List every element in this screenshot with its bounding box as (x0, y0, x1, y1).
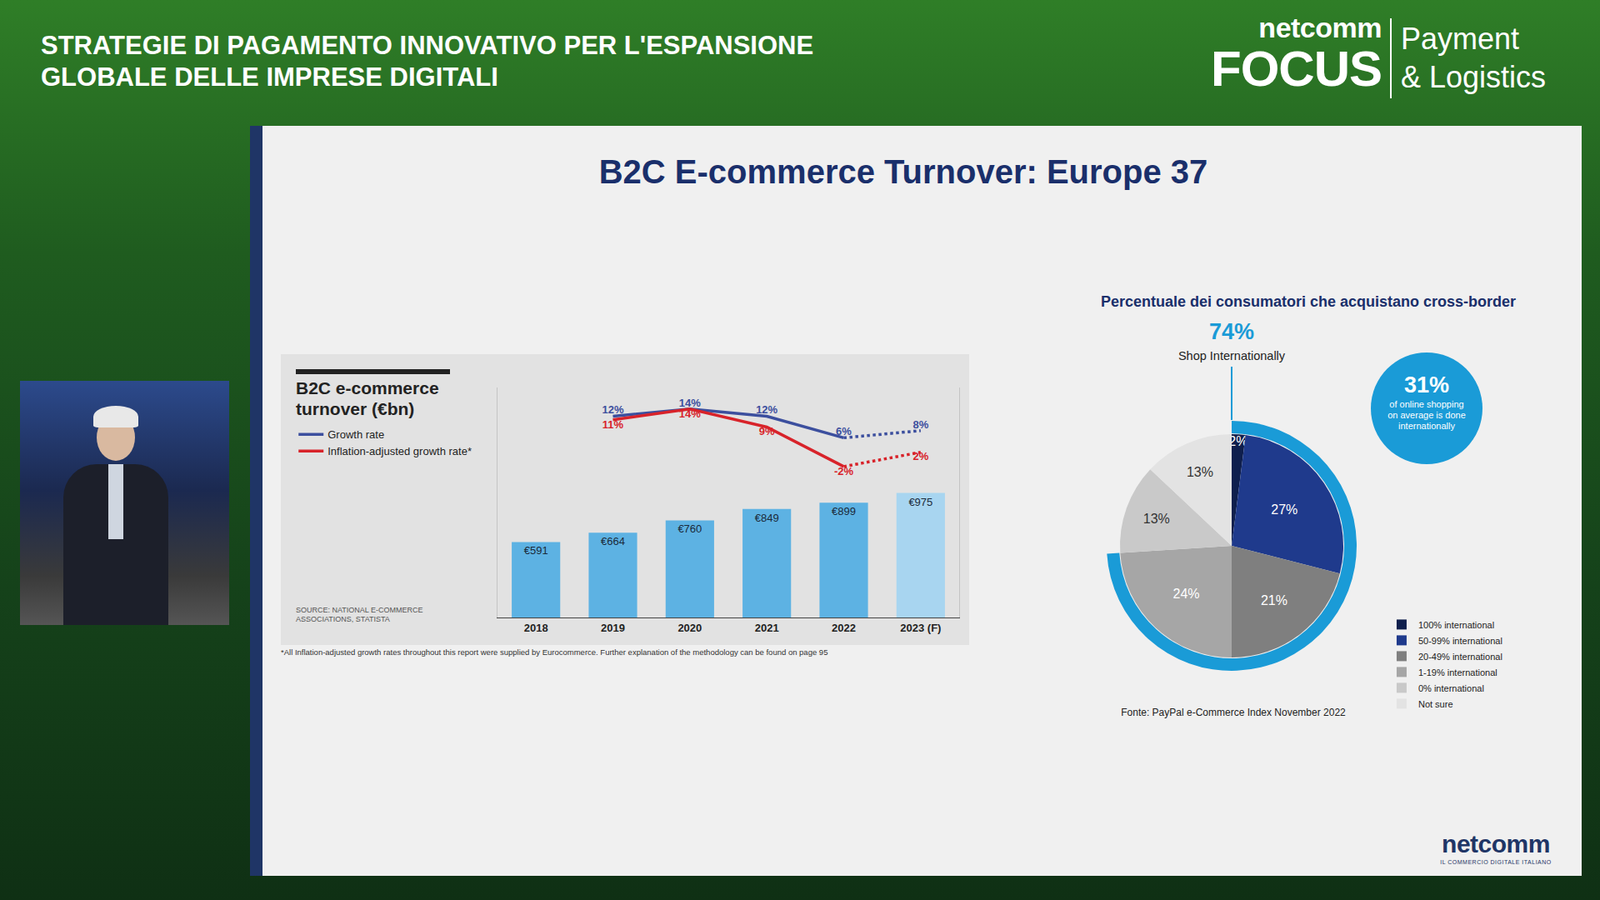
svg-text:1-19% international: 1-19% international (1418, 667, 1498, 678)
svg-text:€975: €975 (908, 495, 933, 509)
svg-text:24%: 24% (1173, 586, 1200, 601)
svg-text:2%: 2% (1228, 434, 1248, 449)
svg-text:9%: 9% (759, 425, 775, 438)
html-text:B2C e-commerce turnover (€bn): B2C e-commerce turnover (€bn) (295, 378, 439, 419)
svg-text:2%: 2% (912, 450, 929, 463)
html-text:of online shopping on average: of online shopping on average is done in… (1387, 399, 1466, 431)
html-text:netcomm: netcomm (1441, 830, 1550, 858)
svg-text:27%: 27% (1270, 502, 1298, 517)
svg-text:13%: 13% (1143, 511, 1170, 526)
svg-text:100% international: 100% international (1418, 620, 1495, 630)
svg-text:20-49% international: 20-49% international (1418, 651, 1503, 662)
html-text:FOCUS: FOCUS (1210, 40, 1382, 97)
svg-text:14%: 14% (679, 396, 701, 410)
html-text:74%: 74% (1209, 319, 1255, 345)
svg-text:Inflation-adjusted growth rate: Inflation-adjusted growth rate* (327, 445, 472, 458)
svg-text:11%: 11% (602, 418, 625, 431)
svg-text:2021: 2021 (755, 621, 780, 635)
svg-text:-2%: -2% (834, 465, 855, 478)
svg-text:13%: 13% (1186, 465, 1214, 480)
svg-text:21%: 21% (1260, 593, 1288, 608)
svg-text:2019: 2019 (600, 621, 625, 635)
svg-text:8%: 8% (912, 418, 929, 431)
svg-text:50-99% international: 50-99% international (1418, 635, 1503, 646)
svg-text:2023 (F): 2023 (F) (900, 621, 941, 635)
svg-text:14%: 14% (679, 407, 701, 420)
html-text:IL COMMERCIO DIGITALE ITALIANO: IL COMMERCIO DIGITALE ITALIANO (1440, 859, 1552, 865)
svg-text:€664: €664 (600, 535, 625, 548)
svg-text:€760: €760 (677, 522, 702, 535)
svg-text:Growth rate: Growth rate (327, 428, 385, 441)
svg-text:12%: 12% (755, 403, 778, 416)
svg-text:6%: 6% (835, 425, 852, 438)
svg-text:€591: €591 (524, 544, 549, 557)
html-text:Shop Internationally: Shop Internationally (1178, 349, 1286, 363)
html-text:GLOBALE DELLE IMPRESE DIGITALI: GLOBALE DELLE IMPRESE DIGITALI (40, 62, 499, 92)
html-text:Fonte: PayPal e-Commerce Index: Fonte: PayPal e-Commerce Index November … (1121, 706, 1346, 719)
html-text:netcomm: netcomm (1258, 11, 1382, 44)
html-text:Percentuale dei consumatori ch: Percentuale dei consumatori che acquista… (1100, 293, 1516, 310)
svg-text:€899: €899 (831, 505, 856, 518)
svg-text:2018: 2018 (524, 621, 549, 635)
svg-text:12%: 12% (601, 403, 624, 416)
svg-text:Not sure: Not sure (1418, 699, 1454, 710)
html-text:*All Inflation-adjusted growth: *All Inflation-adjusted growth rates thr… (280, 647, 828, 657)
svg-text:€849: €849 (755, 511, 780, 525)
html-text:Payment: Payment (1400, 21, 1520, 56)
svg-text:0% international: 0% international (1418, 683, 1485, 694)
html-text:B2C E-commerce Turnover: Europ: B2C E-commerce Turnover: Europe 37 (598, 153, 1208, 190)
svg-text:2020: 2020 (677, 621, 702, 635)
svg-text:2022: 2022 (831, 621, 856, 635)
html-text:& Logistics: & Logistics (1400, 60, 1546, 95)
html-text:31%: 31% (1404, 372, 1450, 398)
html-text:STRATEGIE DI PAGAMENTO INNOVAT: STRATEGIE DI PAGAMENTO INNOVATIVO PER L'… (40, 30, 814, 60)
html-text:SOURCE: NATIONAL E-COMMERCE AS: SOURCE: NATIONAL E-COMMERCE ASSOCIATIONS… (295, 605, 423, 624)
